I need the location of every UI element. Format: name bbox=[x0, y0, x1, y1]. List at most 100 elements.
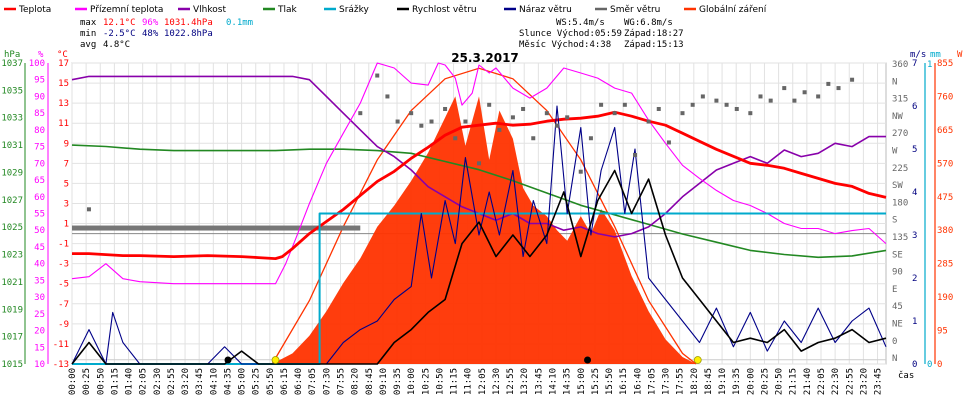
smer-point bbox=[521, 106, 526, 111]
legend-label-smer: Směr větru bbox=[610, 5, 660, 15]
hpa-axis-tick: 1029 bbox=[1, 168, 23, 178]
pct-axis-tick: 35 bbox=[34, 276, 45, 286]
smer-point bbox=[477, 161, 481, 166]
pct-axis-tick: 100 bbox=[29, 59, 45, 69]
hpa-axis-tick: 1037 bbox=[1, 59, 23, 69]
x-axis-label: čas bbox=[898, 370, 914, 381]
dir-tick: 360 bbox=[892, 60, 908, 70]
smer-point bbox=[429, 119, 434, 124]
pct-axis-tick: 90 bbox=[34, 92, 45, 102]
radiation-area bbox=[272, 96, 697, 365]
pct-axis-tick: 65 bbox=[34, 176, 45, 186]
rad-tick: 285 bbox=[937, 260, 953, 270]
legend-label-naraz: Náraz větru bbox=[519, 5, 572, 15]
legend-label-srazky: Srážky bbox=[339, 5, 370, 15]
naraz-line bbox=[71, 105, 887, 365]
hpa-axis-tick: 1025 bbox=[1, 223, 23, 233]
dir-band bbox=[72, 225, 361, 231]
smer-point bbox=[646, 119, 651, 124]
pct-axis-tick: 70 bbox=[34, 159, 45, 169]
rad-tick: 95 bbox=[937, 327, 948, 337]
x-tick: 17:30 bbox=[662, 368, 672, 395]
x-tick: 09:35 bbox=[393, 368, 403, 395]
x-tick: 19:35 bbox=[732, 368, 742, 395]
legend-label-vlhkost: Vlhkost bbox=[193, 5, 226, 15]
hpa-axis-tick: 1033 bbox=[1, 114, 23, 124]
x-tick: 23:20 bbox=[859, 368, 869, 395]
smer-point bbox=[724, 102, 729, 107]
radiation-series bbox=[271, 67, 697, 365]
x-tick: 20:50 bbox=[775, 368, 785, 395]
pct-axis-tick: 10 bbox=[34, 360, 45, 370]
smer-point bbox=[419, 123, 424, 128]
info-sun-rise: Slunce Východ:05:59 bbox=[519, 29, 622, 39]
x-tick: 01:40 bbox=[125, 368, 135, 395]
dir-tick: 315 bbox=[892, 95, 908, 105]
hpa-axis-tick: 1023 bbox=[1, 251, 23, 261]
x-tick: 20:00 bbox=[746, 368, 756, 395]
temp-axis-tick: 1 bbox=[64, 220, 69, 230]
dir-tick: 135 bbox=[892, 233, 908, 243]
stat-max-rain: 0.1mm bbox=[226, 18, 253, 28]
ms-tick: 6 bbox=[912, 102, 917, 112]
x-tick: 23:45 bbox=[874, 368, 884, 395]
hpa-axis-tick: 1031 bbox=[1, 141, 23, 151]
x-tick: 02:05 bbox=[139, 368, 149, 395]
smer-point bbox=[612, 111, 617, 116]
smer-point bbox=[588, 136, 593, 141]
temp-unit: °C bbox=[57, 50, 68, 60]
pct-axis-tick: 55 bbox=[34, 210, 45, 220]
legend-label-prizemni: Přízemní teplota bbox=[90, 5, 163, 15]
legend-label-teplota: Teplota bbox=[18, 5, 51, 15]
pct-unit: % bbox=[38, 50, 44, 60]
smer-point bbox=[487, 102, 492, 107]
smer-point bbox=[802, 90, 807, 95]
moon-marker bbox=[224, 356, 232, 364]
x-tick: 00:50 bbox=[96, 368, 106, 395]
mm-unit: mm bbox=[930, 50, 941, 60]
mm-tick: 0 bbox=[927, 360, 932, 370]
ms-tick: 7 bbox=[912, 59, 917, 69]
rad-tick: 855 bbox=[937, 59, 953, 69]
rychlost-line bbox=[71, 169, 887, 365]
ms-tick: 1 bbox=[912, 317, 917, 327]
temp-axis-tick: -9 bbox=[58, 320, 69, 330]
temp-axis-tick: 13 bbox=[58, 99, 69, 109]
dir-tick: SW bbox=[892, 181, 903, 191]
smer-point bbox=[544, 111, 549, 116]
x-tick: 02:30 bbox=[153, 368, 163, 395]
x-tick: 17:55 bbox=[676, 368, 686, 395]
x-tick: 05:50 bbox=[266, 368, 276, 395]
temp-axis-tick: 11 bbox=[58, 119, 69, 129]
stats-panel: max 12.1°C 96% 1031.4hPa 0.1mm min -2.5°C 48% 10… bbox=[80, 18, 684, 50]
pct-axis-tick: 95 bbox=[34, 76, 45, 86]
x-tick: 11:40 bbox=[464, 368, 474, 395]
smer-point bbox=[816, 94, 821, 99]
dir-tick: E bbox=[892, 285, 897, 295]
pct-axis-tick: 45 bbox=[34, 243, 45, 253]
smer-point bbox=[463, 119, 468, 124]
temp-axis-tick: -11 bbox=[53, 340, 69, 350]
x-tick: 08:20 bbox=[351, 368, 361, 395]
temp-axis-tick: -1 bbox=[58, 240, 69, 250]
stat-avg-label: avg bbox=[80, 40, 96, 50]
temp-axis-tick: -7 bbox=[58, 300, 69, 310]
pct-axis-tick: 60 bbox=[34, 193, 45, 203]
axes: 1037103510331031102910271025102310211019… bbox=[1, 50, 963, 395]
hpa-axis-tick: 1027 bbox=[1, 196, 23, 206]
dir-tick: 90 bbox=[892, 268, 903, 278]
pct-axis-tick: 75 bbox=[34, 143, 45, 153]
x-tick: 16:40 bbox=[633, 368, 643, 395]
x-tick: 10:00 bbox=[407, 368, 417, 395]
dir-tick: 180 bbox=[892, 198, 908, 208]
temp-axis-tick: -13 bbox=[53, 360, 69, 370]
tlak-line bbox=[71, 144, 887, 259]
x-tick: 16:15 bbox=[619, 368, 629, 395]
smer-point bbox=[656, 106, 661, 111]
temp-axis-tick: 3 bbox=[64, 199, 69, 209]
dir-tick: 0 bbox=[892, 337, 897, 347]
radiation-max-curve bbox=[271, 67, 697, 365]
smer-point bbox=[555, 123, 560, 128]
rad-tick: 0 bbox=[937, 360, 942, 370]
x-tick: 21:40 bbox=[803, 368, 813, 395]
